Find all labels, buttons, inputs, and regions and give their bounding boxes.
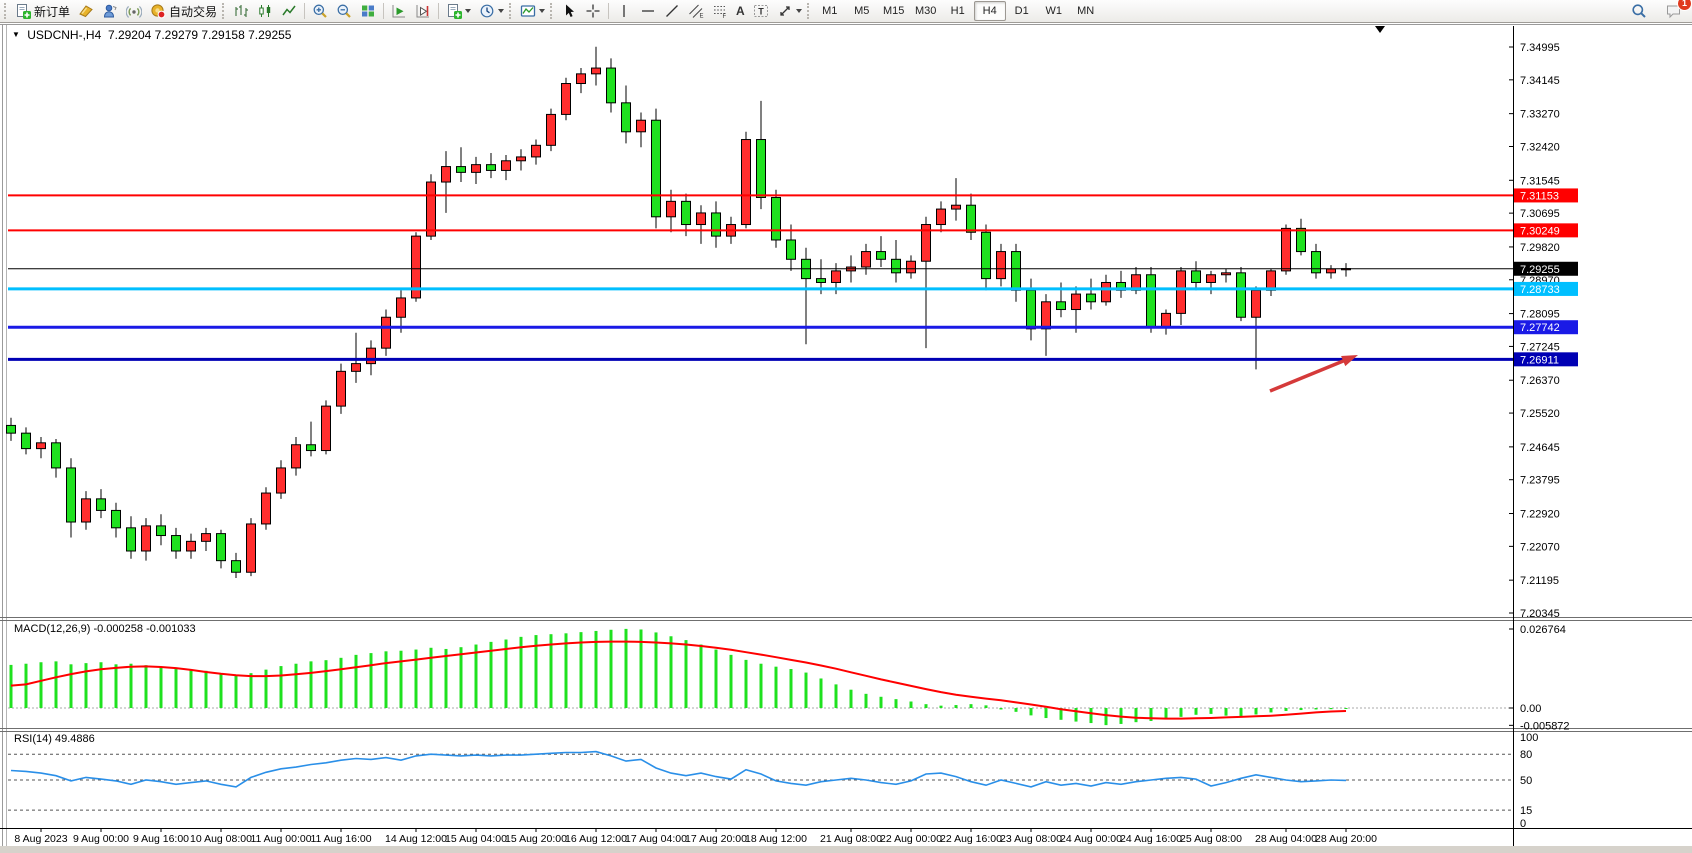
signals-button[interactable]	[122, 0, 146, 22]
crosshair-button[interactable]	[581, 0, 605, 22]
timeframe-m5-button[interactable]: M5	[854, 5, 870, 17]
bar-chart-icon	[233, 3, 249, 19]
candlestick-chart-icon	[257, 3, 273, 19]
line-chart-icon	[281, 3, 297, 19]
metaeditor-icon	[78, 3, 94, 19]
toolbar-right-icons: 1	[1627, 0, 1692, 22]
toolbar-separator	[608, 3, 610, 19]
horizontal-line-button[interactable]	[636, 0, 660, 22]
notification-badge: 1	[1677, 0, 1692, 11]
fibonacci-button[interactable]	[708, 0, 732, 22]
macd-indicator-label: MACD(12,26,9) -0.000258 -0.001033	[14, 623, 196, 635]
timeframe-h4-button[interactable]: H4	[973, 1, 1006, 21]
signals-icon	[126, 3, 142, 19]
horizontal-line-icon	[640, 3, 656, 19]
text-tool-icon: A	[736, 4, 745, 18]
fibonacci-icon	[712, 3, 728, 19]
chart-shift-button[interactable]	[411, 0, 435, 22]
toolbar-separator	[383, 3, 385, 19]
timeframe-m15-button[interactable]: M15	[883, 5, 905, 17]
arrows-tool-button[interactable]	[773, 0, 806, 22]
dropdown-caret-icon	[795, 9, 802, 13]
timeframe-mn-button[interactable]: MN	[1077, 5, 1095, 17]
timeframe-d1-button[interactable]: D1	[1014, 5, 1029, 17]
equidistant-channel-icon	[688, 3, 704, 19]
vertical-line-button[interactable]	[612, 0, 636, 22]
text-label-icon	[753, 3, 769, 19]
new-chart-icon	[446, 3, 462, 19]
new-order-button[interactable]: 新订单	[11, 0, 74, 22]
timeframe-w1-button[interactable]: W1	[1045, 5, 1062, 17]
metaeditor-button[interactable]	[74, 0, 98, 22]
main-toolbar: 新订单 自动交易	[0, 0, 1692, 23]
collapse-triangle-icon: ▼	[12, 30, 20, 39]
autotrade-icon	[150, 3, 166, 19]
timeframe-h1-button[interactable]: H1	[950, 5, 965, 17]
auto-scroll-icon	[391, 3, 407, 19]
autotrade-button[interactable]: 自动交易	[146, 0, 221, 22]
search-icon	[1631, 3, 1647, 19]
toolbar-separator	[304, 3, 306, 19]
zoom-out-icon	[336, 3, 352, 19]
dropdown-caret-icon	[539, 9, 546, 13]
crosshair-icon	[585, 3, 601, 19]
chart-shift-icon	[415, 3, 431, 19]
toolbar-grip	[806, 3, 811, 19]
chart-window[interactable]: ▼ USDCNH-,H4 7.29204 7.29279 7.29158 7.2…	[0, 24, 1692, 846]
timeframe-toolbar: M1 M5 M15 M30 H1 H4 D1 W1 MN	[814, 1, 1102, 21]
chart-ohlc-values: 7.29204 7.29279 7.29158 7.29255	[107, 28, 292, 42]
community-icon	[102, 3, 118, 19]
indicators-icon	[520, 3, 536, 19]
clock-icon	[479, 3, 495, 19]
toolbar-grip	[222, 3, 226, 19]
new-order-label: 新订单	[34, 4, 71, 19]
candlestick-chart-button[interactable]	[253, 0, 277, 22]
zoom-in-icon	[312, 3, 328, 19]
toolbar-grip	[4, 3, 8, 19]
toolbar-grip	[509, 3, 513, 19]
window-bottom-strip	[0, 846, 1692, 853]
text-label-button[interactable]	[749, 0, 773, 22]
cursor-icon	[561, 3, 577, 19]
dropdown-caret-icon	[465, 9, 472, 13]
dropdown-caret-icon	[498, 9, 505, 13]
search-button[interactable]	[1627, 0, 1651, 22]
new-order-icon	[15, 3, 31, 19]
timeframe-m30-button[interactable]: M30	[915, 5, 937, 17]
new-chart-button[interactable]	[442, 0, 475, 22]
trendline-icon	[664, 3, 680, 19]
arrows-tool-icon	[777, 3, 793, 19]
indicators-button[interactable]	[516, 0, 549, 22]
bar-chart-button[interactable]	[229, 0, 253, 22]
toolbar-grip	[550, 3, 554, 19]
cursor-button[interactable]	[557, 0, 581, 22]
text-tool-button[interactable]: A	[732, 0, 749, 22]
community-button[interactable]	[98, 0, 122, 22]
tile-windows-icon	[360, 3, 376, 19]
autotrade-label: 自动交易	[169, 4, 218, 19]
equidistant-channel-button[interactable]	[684, 0, 708, 22]
toolbar-separator	[438, 3, 440, 19]
zoom-in-button[interactable]	[308, 0, 332, 22]
profiles-button[interactable]	[475, 0, 508, 22]
trendline-button[interactable]	[660, 0, 684, 22]
zoom-out-button[interactable]	[332, 0, 356, 22]
chart-title: ▼ USDCNH-,H4 7.29204 7.29279 7.29158 7.2…	[12, 28, 291, 42]
rsi-indicator-label: RSI(14) 49.4886	[14, 733, 95, 745]
vertical-line-icon	[616, 3, 632, 19]
auto-scroll-button[interactable]	[387, 0, 411, 22]
chart-symbol-period: USDCNH-,H4	[27, 28, 102, 42]
line-chart-button[interactable]	[277, 0, 301, 22]
timeframe-m1-button[interactable]: M1	[822, 5, 838, 17]
tile-windows-button[interactable]	[356, 0, 380, 22]
chat-button[interactable]: 1	[1661, 0, 1692, 22]
